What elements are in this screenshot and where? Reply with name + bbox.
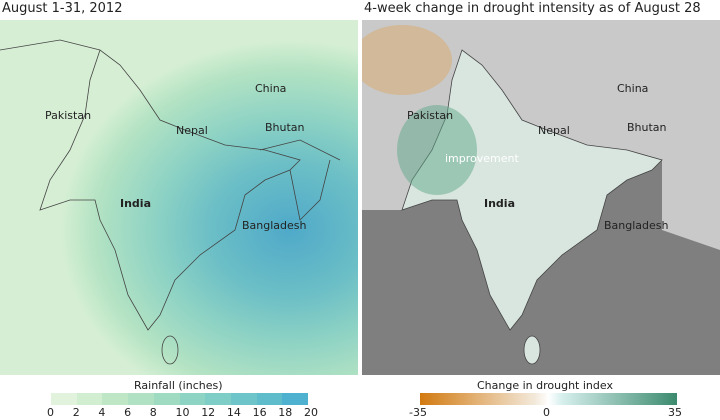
india-land (362, 20, 720, 375)
drought-change-map: Pakistan China Nepal Bhutan improvement … (362, 20, 720, 375)
left-map-title: August 1-31, 2012 (2, 1, 123, 16)
label-nepal: Nepal (176, 124, 208, 137)
drought-legend-bar (420, 393, 677, 405)
rainfall-legend-title: Rainfall (inches) (134, 379, 223, 392)
drought-legend-title: Change in drought index (477, 379, 613, 392)
rainfall-legend-swatch (282, 393, 309, 405)
right-map-title: 4-week change in drought intensity as of… (364, 1, 701, 16)
label-china: China (617, 82, 649, 95)
label-india: India (120, 197, 151, 210)
label-nepal: Nepal (538, 124, 570, 137)
rainfall-legend-swatch (102, 393, 129, 405)
label-bangladesh: Bangladesh (604, 219, 669, 232)
rainfall-tick: 8 (149, 406, 157, 419)
rainfall-tick: 18 (278, 406, 293, 419)
label-bangladesh: Bangladesh (242, 219, 307, 232)
rainfall-legend-swatch (205, 393, 231, 405)
label-pakistan: Pakistan (407, 109, 454, 122)
rainfall-tick: 14 (226, 406, 241, 419)
rainfall-legend-swatch (128, 393, 154, 405)
rainfall-tick: 4 (98, 406, 106, 419)
rainfall-tick: 16 (252, 406, 267, 419)
label-bhutan: Bhutan (627, 121, 667, 134)
drought-tick-min: -35 (409, 406, 427, 419)
rainfall-tick: 6 (124, 406, 132, 419)
label-india: India (484, 197, 515, 210)
rainfall-legend-swatch (51, 393, 77, 405)
rainfall-tick: 10 (175, 406, 190, 419)
rainfall-legend-swatch (256, 393, 283, 405)
rainfall-legend-bar (51, 393, 309, 405)
label-pakistan: Pakistan (45, 109, 92, 122)
rainfall-tick: 2 (72, 406, 80, 419)
rainfall-map: Pakistan China Nepal Bhutan India Bangla… (0, 20, 358, 375)
drought-tick-zero: 0 (543, 406, 550, 419)
rainfall-legend-swatch (179, 393, 206, 405)
rainfall-legend-swatch (76, 393, 103, 405)
label-china: China (255, 82, 287, 95)
india-outline (0, 39, 341, 365)
rainfall-tick: 0 (47, 406, 54, 419)
rainfall-legend-swatch (230, 393, 257, 405)
rainfall-tick: 12 (201, 406, 216, 419)
rainfall-tick: 20 (304, 406, 318, 419)
label-bhutan: Bhutan (265, 121, 305, 134)
rainfall-legend-swatch (153, 393, 180, 405)
drought-tick-max: 35 (668, 406, 682, 419)
label-improvement: improvement (445, 152, 519, 165)
